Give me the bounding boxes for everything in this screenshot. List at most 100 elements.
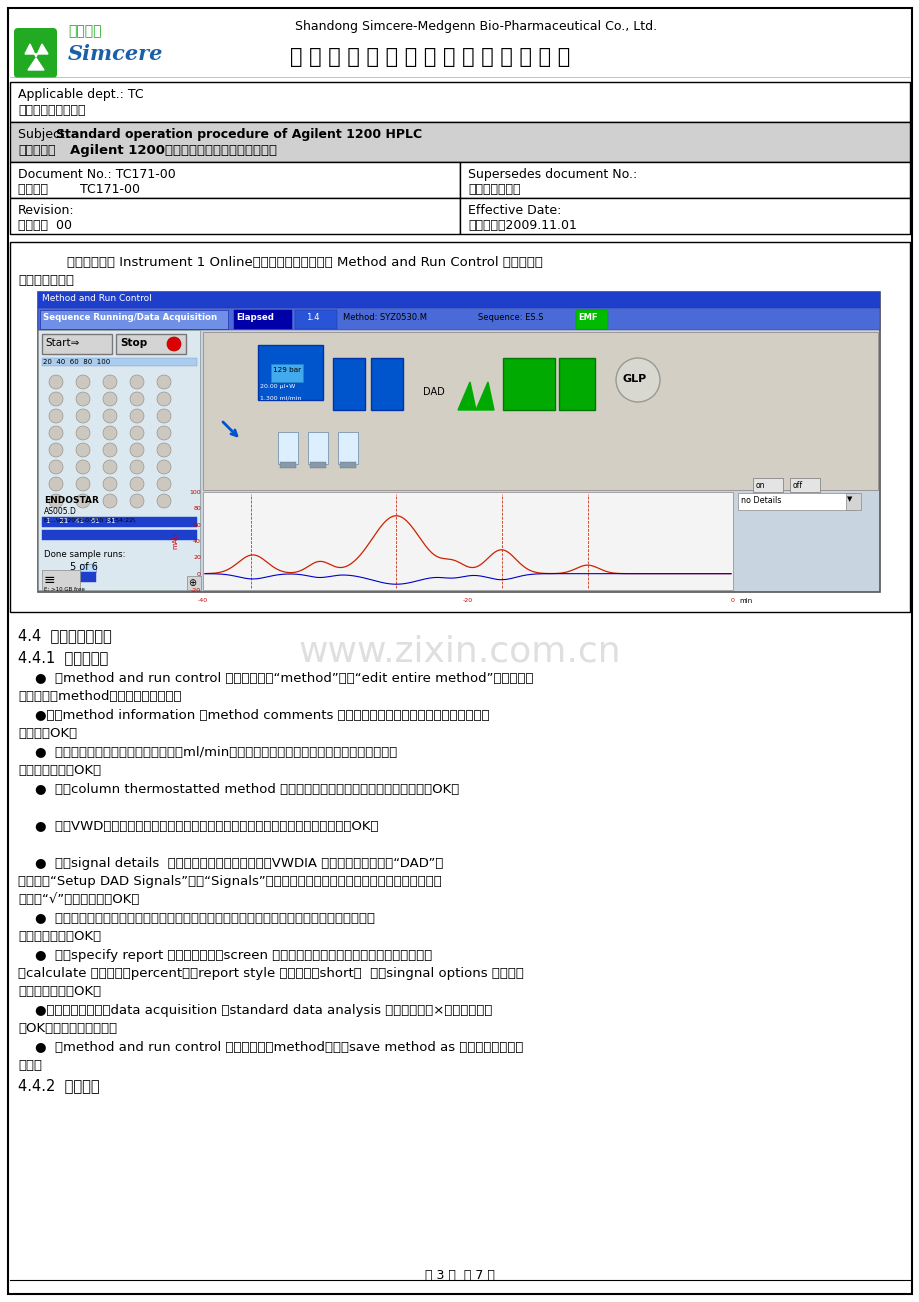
FancyBboxPatch shape (14, 29, 57, 78)
Text: 文件号：        TC171-00: 文件号： TC171-00 (18, 184, 140, 197)
Circle shape (49, 477, 62, 491)
Circle shape (103, 493, 117, 508)
Circle shape (103, 443, 117, 457)
Text: Method and Run Control: Method and Run Control (42, 294, 152, 303)
Text: -20: -20 (190, 589, 200, 592)
Bar (38, 309, 879, 329)
Text: ⊕: ⊕ (187, 578, 196, 589)
Text: no Details: no Details (740, 496, 780, 505)
Text: ENDOSTAR: ENDOSTAR (44, 496, 98, 505)
Bar (460, 161, 909, 198)
Bar (295, 310, 336, 329)
Text: GLP: GLP (622, 374, 647, 384)
Circle shape (157, 477, 171, 491)
Text: 0: 0 (731, 598, 734, 603)
Text: ●  进入泵参数设置画面，设置泵流速（ml/min），流动相组成，冲洗梯度，停针时间等，参数: ● 进入泵参数设置画面，设置泵流速（ml/min），流动相组成，冲洗梯度，停针时… (18, 746, 397, 759)
Text: 标，点击“Setup DAD Signals”，在“Signals”下方的空白处输入所需的检测波长，并在前面的方: 标，点击“Setup DAD Signals”，在“Signals”下方的空白处… (18, 875, 441, 888)
Bar (278, 432, 298, 464)
Bar (10, 242, 909, 612)
Circle shape (76, 426, 90, 440)
Text: 信号范围，单击OK。: 信号范围，单击OK。 (18, 986, 101, 999)
Text: 4.4.1  方法的编辑: 4.4.1 方法的编辑 (18, 650, 108, 665)
Bar (38, 329, 199, 590)
Text: off: off (792, 480, 802, 490)
Text: Revision:: Revision: (18, 204, 74, 217)
Text: Effective Date:: Effective Date: (468, 204, 561, 217)
Text: 选框中选择method中需要编辑的项目。: 选框中选择method中需要编辑的项目。 (18, 690, 181, 703)
Text: -40: -40 (198, 598, 208, 603)
Text: 20.00 µl•W: 20.00 µl•W (260, 384, 295, 389)
Text: 分发部门：技术中心: 分发部门：技术中心 (18, 104, 85, 117)
Text: ●进入method information 在method comments 中输入方法的名称及相关描述，参数设置完: ●进入method information 在method comments 中… (18, 710, 489, 723)
Circle shape (130, 409, 144, 423)
Text: E:...\es 2008-03-20 14:54:22\: E:...\es 2008-03-20 14:54:22\ (44, 517, 135, 522)
Circle shape (157, 409, 171, 423)
Bar (370, 358, 403, 410)
Text: Sequence Running/Data Acquisition: Sequence Running/Data Acquisition (43, 312, 217, 322)
Circle shape (157, 493, 171, 508)
Bar (80, 572, 96, 582)
Text: 100: 100 (189, 490, 200, 495)
Bar (40, 310, 228, 329)
Circle shape (103, 460, 117, 474)
Bar (333, 358, 365, 410)
Text: 文件名称：: 文件名称： (18, 145, 55, 158)
Text: Done sample runs:: Done sample runs: (44, 549, 125, 559)
Bar (38, 292, 879, 592)
Text: 0: 0 (197, 572, 200, 577)
Text: EMF: EMF (577, 312, 596, 322)
Bar (337, 432, 357, 464)
Circle shape (157, 375, 171, 389)
Text: 1.4: 1.4 (306, 312, 319, 322)
Circle shape (130, 460, 144, 474)
Text: 山 东 先 声 麦 得 津 生 物 制 药 有 限 公 司: 山 东 先 声 麦 得 津 生 物 制 药 有 限 公 司 (289, 47, 570, 66)
Circle shape (157, 426, 171, 440)
Circle shape (76, 375, 90, 389)
Text: 20  40  60  80  100: 20 40 60 80 100 (43, 359, 110, 365)
Text: 设置完毕后单击OK。: 设置完毕后单击OK。 (18, 764, 101, 777)
Text: ●  进入specify report 编辑画面，单击screen 前的方框，设置报告。使其输出结果到屏幕，: ● 进入specify report 编辑画面，单击screen 前的方框，设置… (18, 949, 432, 962)
Bar (737, 493, 855, 510)
Bar (42, 517, 197, 527)
Text: ●  进入编辑积分表画面，对所需积分的峰斜率、峰宽、峰高、峰面积、肩峰等参数进行设定，: ● 进入编辑积分表画面，对所需积分的峰斜率、峰宽、峰高、峰面积、肩峰等参数进行设… (18, 911, 375, 924)
Text: ▼: ▼ (846, 496, 851, 503)
Text: 第 3 页  共 7 页: 第 3 页 共 7 页 (425, 1269, 494, 1282)
Bar (10, 161, 459, 198)
Text: 替代文件号：无: 替代文件号：无 (468, 184, 520, 197)
Bar (789, 478, 819, 492)
Text: Simcere: Simcere (68, 44, 164, 64)
Text: AS005.D: AS005.D (44, 506, 77, 516)
Bar (271, 365, 302, 381)
Text: mAU: mAU (172, 533, 177, 549)
Text: 击OK，则方法编辑完毕。: 击OK，则方法编辑完毕。 (18, 1022, 117, 1035)
Circle shape (49, 460, 62, 474)
Text: ●  进入column thermostatted method 编辑状态，选择柱温筱温度，设置完毕单击OK。: ● 进入column thermostatted method 编辑状态，选择柱… (18, 783, 459, 796)
Bar (308, 432, 328, 464)
Circle shape (49, 375, 62, 389)
Bar (42, 530, 197, 540)
Text: 1.300 ml/min: 1.300 ml/min (260, 395, 301, 400)
Circle shape (76, 460, 90, 474)
Circle shape (130, 477, 144, 491)
Circle shape (130, 443, 144, 457)
Text: ●  进入signal details  编辑画面，选择下拉菜单中的VWDIA 进行参数设定，点击“DAD”图: ● 进入signal details 编辑画面，选择下拉菜单中的VWDIA 进行… (18, 857, 443, 870)
Text: 4.4  色谱条件的设定: 4.4 色谱条件的设定 (18, 628, 111, 643)
Polygon shape (458, 381, 475, 410)
Polygon shape (475, 381, 494, 410)
Text: ●  在method and run control 状态下，单击“method”选择“edit entire method”，请先在复: ● 在method and run control 状态下，单击“method”… (18, 672, 533, 685)
Bar (42, 570, 80, 590)
Circle shape (157, 392, 171, 406)
Text: 1    21   41   61   81: 1 21 41 61 81 (46, 518, 116, 523)
Bar (279, 462, 296, 467)
Text: Agilent 1200型高效液相色谱仪标准操作规程: Agilent 1200型高效液相色谱仪标准操作规程 (70, 145, 277, 158)
Text: 129 bar: 129 bar (273, 367, 301, 372)
Bar (257, 345, 323, 400)
Bar (503, 358, 554, 410)
Text: Standard operation procedure of Agilent 1200 HPLC: Standard operation procedure of Agilent … (56, 128, 422, 141)
Bar (460, 198, 909, 234)
Text: Stop: Stop (119, 339, 147, 348)
Bar (575, 310, 607, 329)
Circle shape (49, 443, 62, 457)
Text: ●  进入VWD编辑状态，选择方法中所需波长、峰宽、响应时间等，参数设置好单击OK。: ● 进入VWD编辑状态，选择方法中所需波长、峰宽、响应时间等，参数设置好单击OK… (18, 820, 378, 833)
Text: 40: 40 (193, 539, 200, 544)
